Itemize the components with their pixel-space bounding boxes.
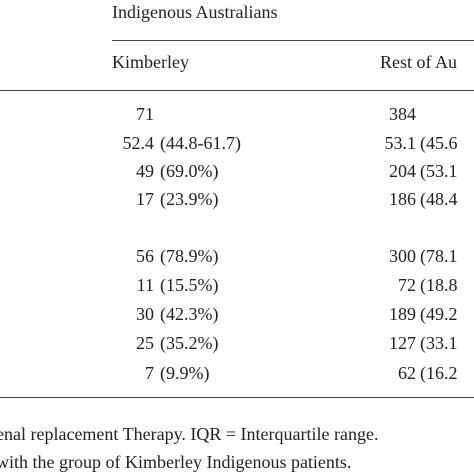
footnote-line-2: with the group of Kimberley Indigenous p…: [0, 452, 352, 472]
kimberley-value: 71: [136, 104, 154, 124]
rest-value: 53.1: [384, 133, 417, 153]
rest-paren: (16.2: [420, 363, 458, 383]
kimberley-paren: (78.9%): [160, 246, 219, 266]
column-header-kimberley: Kimberley: [112, 52, 189, 72]
footnote-line-1: enal replacement Therapy. IQR = Interqua…: [0, 424, 379, 444]
kimberley-value: 11: [136, 275, 154, 295]
kimberley-value: 52.4: [122, 133, 155, 153]
kimberley-paren: (35.2%): [160, 333, 219, 353]
rest-value: 127: [389, 333, 416, 353]
rest-value: 204: [389, 161, 416, 181]
rest-value: 186: [389, 189, 416, 209]
header-rule: [0, 90, 474, 91]
kimberley-paren: (23.9%): [160, 189, 219, 209]
group-header: Indigenous Australians: [112, 2, 278, 22]
bottom-rule: [0, 397, 474, 398]
rest-value: 62: [398, 363, 416, 383]
column-header-rest-of-australia: Rest of Au: [380, 52, 458, 72]
kimberley-paren: (9.9%): [160, 363, 210, 383]
rest-paren: (18.8: [420, 275, 458, 295]
kimberley-paren: (15.5%): [160, 275, 219, 295]
rest-value: 189: [389, 304, 416, 324]
kimberley-value: 56: [136, 246, 154, 266]
group-header-rule: [112, 40, 474, 41]
rest-paren: (48.4: [420, 189, 458, 209]
kimberley-paren: (69.0%): [160, 161, 219, 181]
kimberley-value: 17: [136, 189, 154, 209]
rest-paren: (33.1: [420, 333, 458, 353]
rest-value: 72: [398, 275, 416, 295]
rest-value: 384: [389, 104, 416, 124]
rest-paren: (78.1: [420, 246, 458, 266]
kimberley-value: 49: [136, 161, 154, 181]
kimberley-paren: (42.3%): [160, 304, 219, 324]
rest-paren: (49.2: [420, 304, 458, 324]
rest-value: 300: [389, 246, 416, 266]
kimberley-value: 7: [145, 363, 154, 383]
rest-paren: (45.6: [420, 133, 458, 153]
kimberley-value: 30: [136, 304, 154, 324]
kimberley-value: 25: [136, 333, 154, 353]
rest-paren: (53.1: [420, 161, 458, 181]
kimberley-paren: (44.8-61.7): [160, 133, 241, 153]
